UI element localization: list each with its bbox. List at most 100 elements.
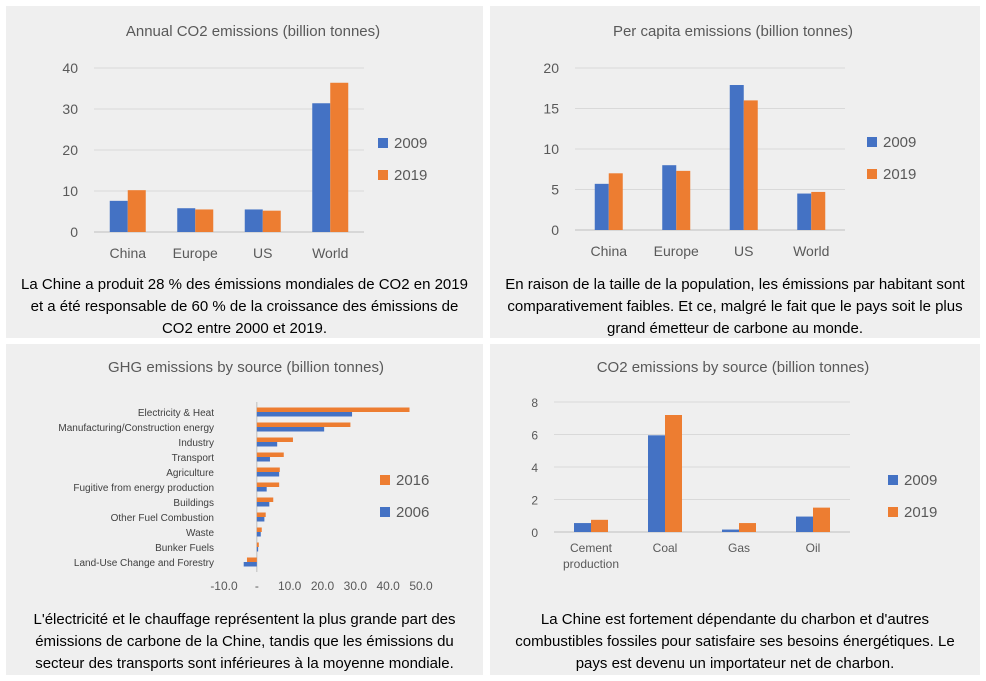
bar-2006-bunker-fuels — [256, 547, 259, 552]
chart-ghg-source: GHG emissions by source (billion tonnes)… — [58, 359, 433, 593]
y-category-label: Transport — [172, 453, 215, 464]
x-tick-label: -10.0 — [210, 579, 238, 593]
bar-2009-coal — [648, 435, 665, 532]
legend-label-2009: 2009 — [883, 134, 916, 151]
bar-2009-world — [312, 103, 331, 232]
x-category-label: Cement production — [563, 541, 619, 571]
y-category-label: Land-Use Change and Forestry — [74, 558, 214, 569]
y-category-label: Fugitive from energy production — [73, 483, 214, 494]
panel-co2-source: CO2 emissions by source (billion tonnes)… — [490, 344, 980, 675]
y-tick-label: 8 — [531, 396, 538, 410]
bar-2009-oil — [796, 516, 813, 532]
bar-2006-buildings — [256, 502, 270, 507]
bar-2006-agriculture — [256, 472, 280, 477]
legend-swatch-2009 — [867, 137, 877, 147]
y-category-label: Waste — [186, 528, 214, 539]
legend-swatch-2009 — [378, 138, 388, 148]
bar-2009-cement-production — [574, 523, 591, 532]
y-tick-label: 2 — [531, 494, 538, 508]
bar-2009-gas — [722, 529, 739, 532]
x-tick-label: 30.0 — [344, 579, 368, 593]
bar-2019-world — [330, 82, 349, 232]
chart-title: GHG emissions by source (billion tonnes) — [108, 359, 384, 376]
y-tick-label: 10 — [62, 183, 78, 199]
y-category-label: Industry — [178, 438, 214, 449]
chart-title: CO2 emissions by source (billion tonnes) — [597, 359, 870, 376]
y-tick-label: 0 — [551, 222, 559, 238]
bar-2016-agriculture — [256, 467, 280, 472]
bar-2016-other-fuel-combustion — [256, 512, 266, 517]
bar-2019-china — [127, 190, 146, 232]
y-category-label: Other Fuel Combustion — [111, 513, 214, 524]
bar-2009-china — [594, 183, 609, 230]
bar-2016-bunker-fuels — [256, 542, 259, 547]
chart-annual-co2: Annual CO2 emissions (billion tonnes) 0 10… — [62, 23, 427, 261]
x-category-label: Europe — [654, 243, 699, 259]
y-tick-label: 15 — [543, 101, 559, 117]
x-tick-label: 40.0 — [376, 579, 400, 593]
bar-2006-manufacturing-construction-energy — [256, 427, 325, 432]
x-category-label: China — [109, 245, 146, 261]
y-category-label: Bunker Fuels — [155, 543, 214, 554]
bar-2006-industry — [256, 442, 278, 447]
legend-label-2009: 2009 — [904, 472, 937, 489]
bar-2019-europe — [195, 209, 214, 232]
legend-label-2019: 2019 — [394, 167, 427, 184]
x-tick-label: 10.0 — [278, 579, 302, 593]
bar-2019-us — [743, 100, 758, 231]
bar-2016-electricity-heat — [256, 407, 410, 412]
chart-per-capita: Per capita emissions (billion tonnes) 0 5 1… — [543, 23, 916, 259]
y-tick-label: 40 — [62, 60, 78, 76]
bar-2016-buildings — [256, 497, 274, 502]
y-tick-label: 4 — [531, 461, 538, 475]
bar-2019-gas — [739, 523, 756, 532]
y-tick-label: 5 — [551, 182, 559, 198]
y-category-label: Electricity & Heat — [138, 408, 214, 419]
bar-2009-world — [797, 193, 812, 230]
y-tick-label: 0 — [70, 224, 78, 240]
y-tick-label: 20 — [543, 60, 559, 76]
bar-2019-europe — [676, 170, 691, 230]
bar-2009-us — [244, 209, 263, 232]
x-category-label: Oil — [806, 541, 821, 555]
bar-2019-cement-production — [591, 519, 608, 532]
bar-2019-oil — [813, 507, 830, 532]
x-category-label: Coal — [653, 541, 678, 555]
y-tick-label: 20 — [62, 142, 78, 158]
legend-label-2006: 2006 — [396, 504, 429, 521]
legend-swatch-2009 — [888, 475, 898, 485]
bar-2019-china — [608, 173, 623, 230]
x-tick-label: - — [255, 579, 259, 593]
bar-2019-us — [262, 210, 281, 232]
x-tick-label: 20.0 — [311, 579, 335, 593]
bar-2019-world — [811, 191, 826, 230]
chart-title: Annual CO2 emissions (billion tonnes) — [126, 23, 380, 40]
x-category-label: World — [793, 243, 829, 259]
legend-swatch-2016 — [380, 475, 390, 485]
bar-2009-us — [729, 85, 744, 230]
y-category-label: Buildings — [173, 498, 214, 509]
legend-label-2019: 2019 — [883, 166, 916, 183]
x-category-label: Gas — [728, 541, 750, 555]
y-category-label: Manufacturing/Construction energy — [58, 423, 214, 434]
legend-label-2019: 2019 — [904, 504, 937, 521]
legend-swatch-2019 — [888, 507, 898, 517]
panel-ghg-source: GHG emissions by source (billion tonnes)… — [6, 344, 483, 675]
bar-2016-industry — [256, 437, 293, 442]
bar-2009-europe — [177, 208, 196, 232]
bar-2019-coal — [665, 415, 682, 532]
bar-2006-transport — [256, 457, 270, 462]
legend-swatch-2006 — [380, 507, 390, 517]
y-tick-label: 30 — [62, 101, 78, 117]
legend-swatch-2019 — [378, 170, 388, 180]
bar-2016-land-use-change-and-forestry — [246, 557, 257, 562]
bar-2006-other-fuel-combustion — [256, 517, 265, 522]
panel-annual-co2: Annual CO2 emissions (billion tonnes) 0 10… — [6, 6, 483, 338]
legend-label-2016: 2016 — [396, 472, 429, 489]
chart-title: Per capita emissions (billion tonnes) — [613, 23, 853, 40]
bar-2009-europe — [662, 165, 677, 230]
bar-2006-electricity-heat — [256, 412, 353, 417]
x-category-label: US — [253, 245, 272, 261]
bar-2016-manufacturing-construction-energy — [256, 422, 351, 427]
bar-2006-land-use-change-and-forestry — [243, 562, 257, 567]
